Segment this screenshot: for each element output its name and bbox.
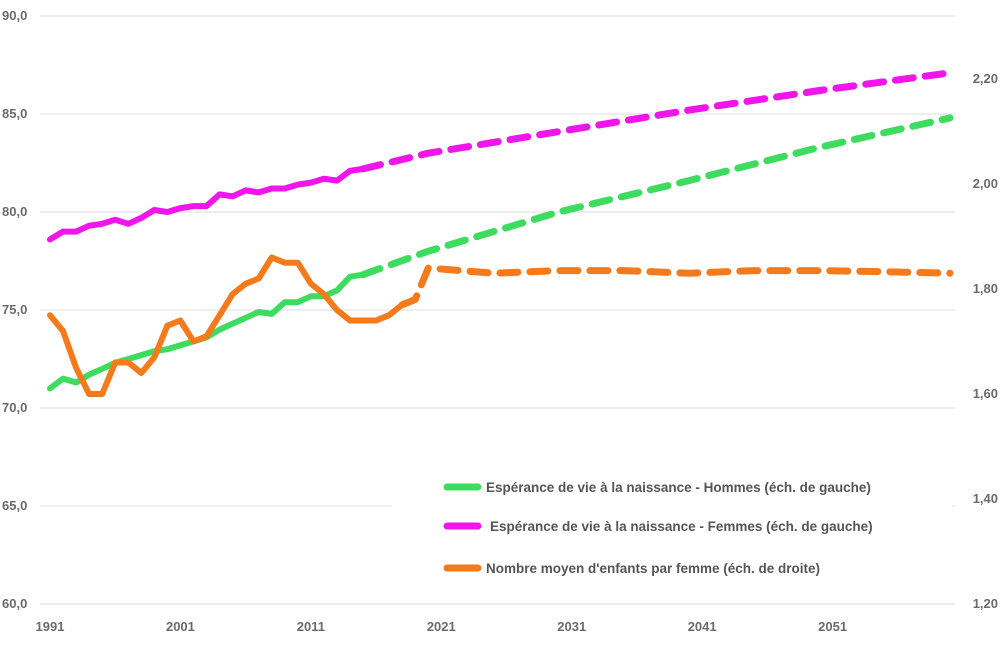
- legend-box: [392, 452, 952, 598]
- legend-label-femmes: Espérance de vie à la naissance - Femmes…: [490, 519, 873, 534]
- legend-label-hommes: Espérance de vie à la naissance - Hommes…: [486, 480, 871, 495]
- series-femmes-projection-line: [359, 69, 954, 173]
- x-tick-label: 2011: [297, 619, 325, 634]
- y-right-tick-label: 2,00: [973, 176, 998, 191]
- grid: [40, 15, 955, 605]
- legend-label-enfants: Nombre moyen d'enfants par femme (éch. d…: [486, 561, 820, 576]
- y-right-tick-label: 2,20: [973, 71, 998, 86]
- y-right-tick-label: 1,80: [973, 281, 998, 296]
- series-hommes-projection-line: [359, 114, 954, 279]
- y-left-tick-label: 65,0: [2, 498, 27, 513]
- series-enfants-projection-line: [398, 264, 954, 309]
- y-left-tick-label: 80,0: [2, 204, 27, 219]
- legend-background: [392, 452, 952, 598]
- y-right-tick-label: 1,20: [973, 596, 998, 611]
- series-femmes-line: [47, 165, 366, 243]
- y-left-tick-label: 90,0: [2, 8, 27, 23]
- x-tick-label: 2051: [818, 619, 847, 634]
- y-right-tick-label: 1,60: [973, 386, 998, 401]
- x-tick-label: 2021: [427, 619, 456, 634]
- x-tick-label: 1991: [36, 619, 65, 634]
- series-enfants-line: [47, 254, 406, 397]
- series-lines: [47, 69, 954, 397]
- x-axis: 1991 2001 2011 2021 2031 2041 2051: [36, 619, 848, 634]
- legend: Espérance de vie à la naissance - Hommes…: [443, 480, 873, 576]
- left-axis: 60,0 65,0 70,0 75,0 80,0 85,0 90,0: [2, 8, 27, 611]
- y-left-tick-label: 85,0: [2, 106, 27, 121]
- right-axis: 1,20 1,40 1,60 1,80 2,00 2,20: [973, 71, 998, 611]
- y-right-tick-label: 1,40: [973, 491, 998, 506]
- y-left-tick-label: 75,0: [2, 302, 27, 317]
- x-tick-label: 2041: [688, 619, 717, 634]
- x-tick-label: 2031: [557, 619, 586, 634]
- y-left-tick-label: 70,0: [2, 400, 27, 415]
- x-tick-label: 2001: [166, 619, 195, 634]
- y-left-tick-label: 60,0: [2, 596, 27, 611]
